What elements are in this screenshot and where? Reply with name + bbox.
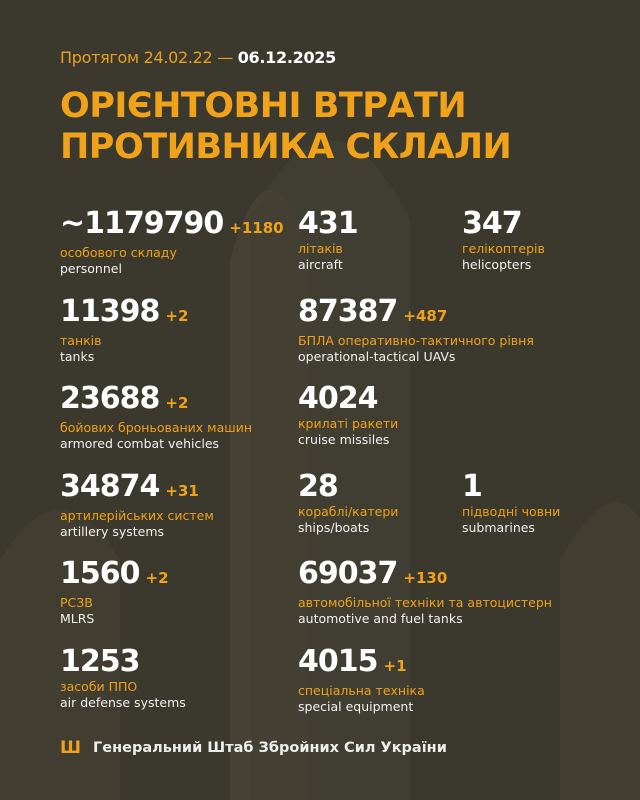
stat-label-en: special equipment: [298, 699, 414, 714]
stat-label-en: helicopters: [462, 257, 532, 272]
stat-label-en: cruise missiles: [298, 432, 390, 447]
page-title: ОРІЄНТОВНІ ВТРАТИ ПРОТИВНИКА СКЛАЛИ: [60, 86, 512, 168]
footer: Ш Генеральний Штаб Збройних Сил України: [60, 738, 447, 758]
stat-label-en: automotive and fuel tanks: [298, 611, 463, 626]
stat-number: 69037: [298, 556, 398, 591]
stat-label-ua: танків: [60, 333, 102, 348]
stat-value: 28: [298, 470, 398, 504]
stat-item: 87387 +487 БПЛА оперативно-тактичного рівн…: [298, 295, 534, 365]
stat-item: 1560 +2 РСЗВ MLRS: [60, 557, 169, 627]
period: Протягом 24.02.22 — 06.12.2025: [60, 48, 336, 67]
stat-item: 1253 засоби ППО air defense systems: [60, 645, 186, 711]
stat-value: 11398 +2: [60, 295, 188, 333]
stat-item: 347 гелікоптерів helicopters: [462, 207, 545, 273]
stat-increase: +130: [403, 569, 448, 587]
stat-number: 431: [298, 206, 359, 241]
stat-item: 69037 +130 автомобільної техніки та автоци…: [298, 557, 552, 627]
stat-increase: +31: [165, 482, 199, 500]
stat-value: 69037 +130: [298, 557, 552, 595]
period-date: 06.12.2025: [237, 48, 337, 67]
title-line-1: ОРІЄНТОВНІ ВТРАТИ: [60, 86, 467, 126]
stat-item: 23688 +2 бойових броньованих машин armored …: [60, 382, 252, 452]
stat-number: 87387: [298, 294, 398, 329]
stat-item: 4024 крилаті ракети cruise missiles: [298, 382, 398, 448]
stat-label-en: MLRS: [60, 611, 95, 626]
stat-label-en: operational-tactical UAVs: [298, 349, 456, 364]
stat-number: 1: [462, 469, 483, 504]
stat-label-en: tanks: [60, 349, 95, 364]
stat-item: 431 літаків aircraft: [298, 206, 359, 273]
stat-increase: +2: [165, 307, 189, 325]
stat-label-ua: літаків: [298, 241, 343, 256]
stat-label-ua: РСЗВ: [60, 595, 93, 610]
stat-value: ~1179790 +1180: [60, 207, 284, 245]
stat-value: 34874 +31: [60, 470, 214, 508]
title-line-2: ПРОТИВНИКА СКЛАЛИ: [60, 127, 512, 167]
stat-value: 431: [298, 206, 359, 241]
trident-icon: Ш: [60, 738, 82, 758]
stat-label-en: armored combat vehicles: [60, 436, 220, 451]
stat-label-ua: крилаті ракети: [298, 416, 399, 431]
stat-label-ua: спеціальна техніка: [298, 683, 425, 698]
stat-number: 23688: [60, 381, 160, 416]
stat-number: 28: [298, 469, 339, 504]
stat-label-ua: кораблі/катери: [298, 504, 399, 519]
stat-value: 4015 +1: [298, 645, 425, 683]
stat-label-ua: гелікоптерів: [462, 241, 545, 256]
stat-number: ~1179790: [60, 206, 224, 241]
stat-item: 28 кораблі/катери ships/boats: [298, 470, 398, 536]
stat-label-ua: особового складу: [60, 245, 177, 260]
stat-item: 4015 +1 спеціальна техніка special equipmen…: [298, 645, 425, 715]
stat-label-en: aircraft: [298, 257, 343, 272]
stat-item: 34874 +31 артилерійських систем artillery s…: [60, 470, 214, 540]
stat-label-en: artillery systems: [60, 524, 165, 539]
footer-text: Генеральний Штаб Збройних Сил України: [93, 740, 447, 756]
stat-label-ua: бойових броньованих машин: [60, 420, 252, 435]
stat-number: 11398: [60, 294, 160, 329]
period-prefix: Протягом 24.02.22 —: [60, 48, 233, 67]
stat-item: 1 підводні човни submarines: [462, 470, 560, 536]
stat-number: 1560: [60, 556, 140, 591]
stat-label-ua: підводні човни: [462, 504, 561, 519]
stat-increase: +2: [145, 569, 169, 587]
stat-number: 4024: [298, 381, 378, 416]
stat-label-en: air defense systems: [60, 695, 186, 710]
stat-value: 23688 +2: [60, 382, 252, 420]
stat-increase: +1: [383, 657, 407, 675]
stat-value: 4024: [298, 382, 398, 416]
stat-label-ua: автомобільної техніки та автоцистерн: [298, 595, 552, 610]
stat-label-en: ships/boats: [298, 520, 370, 535]
stat-item: 11398 +2 танків tanks: [60, 295, 188, 365]
stat-number: 347: [462, 206, 523, 241]
stat-increase: +1180: [229, 219, 284, 237]
stat-label-ua: артилерійських систем: [60, 508, 214, 523]
stat-number: 4015: [298, 644, 378, 679]
stat-label-en: submarines: [462, 520, 535, 535]
stat-value: 87387 +487: [298, 295, 534, 333]
stat-value: 1: [462, 470, 560, 504]
stat-value: 1560 +2: [60, 557, 169, 595]
stat-value: 347: [462, 207, 545, 241]
stat-number: 1253: [60, 644, 140, 679]
stat-item: ~1179790 +1180 особового складу personnel: [60, 207, 284, 277]
stat-number: 34874: [60, 469, 160, 504]
stat-increase: +487: [403, 307, 448, 325]
stat-label-en: personnel: [60, 261, 122, 276]
stat-increase: +2: [165, 394, 189, 412]
stat-label-ua: засоби ППО: [60, 679, 138, 694]
stat-label-ua: БПЛА оперативно-тактичного рівня: [298, 333, 534, 348]
stat-value: 1253: [60, 645, 186, 679]
